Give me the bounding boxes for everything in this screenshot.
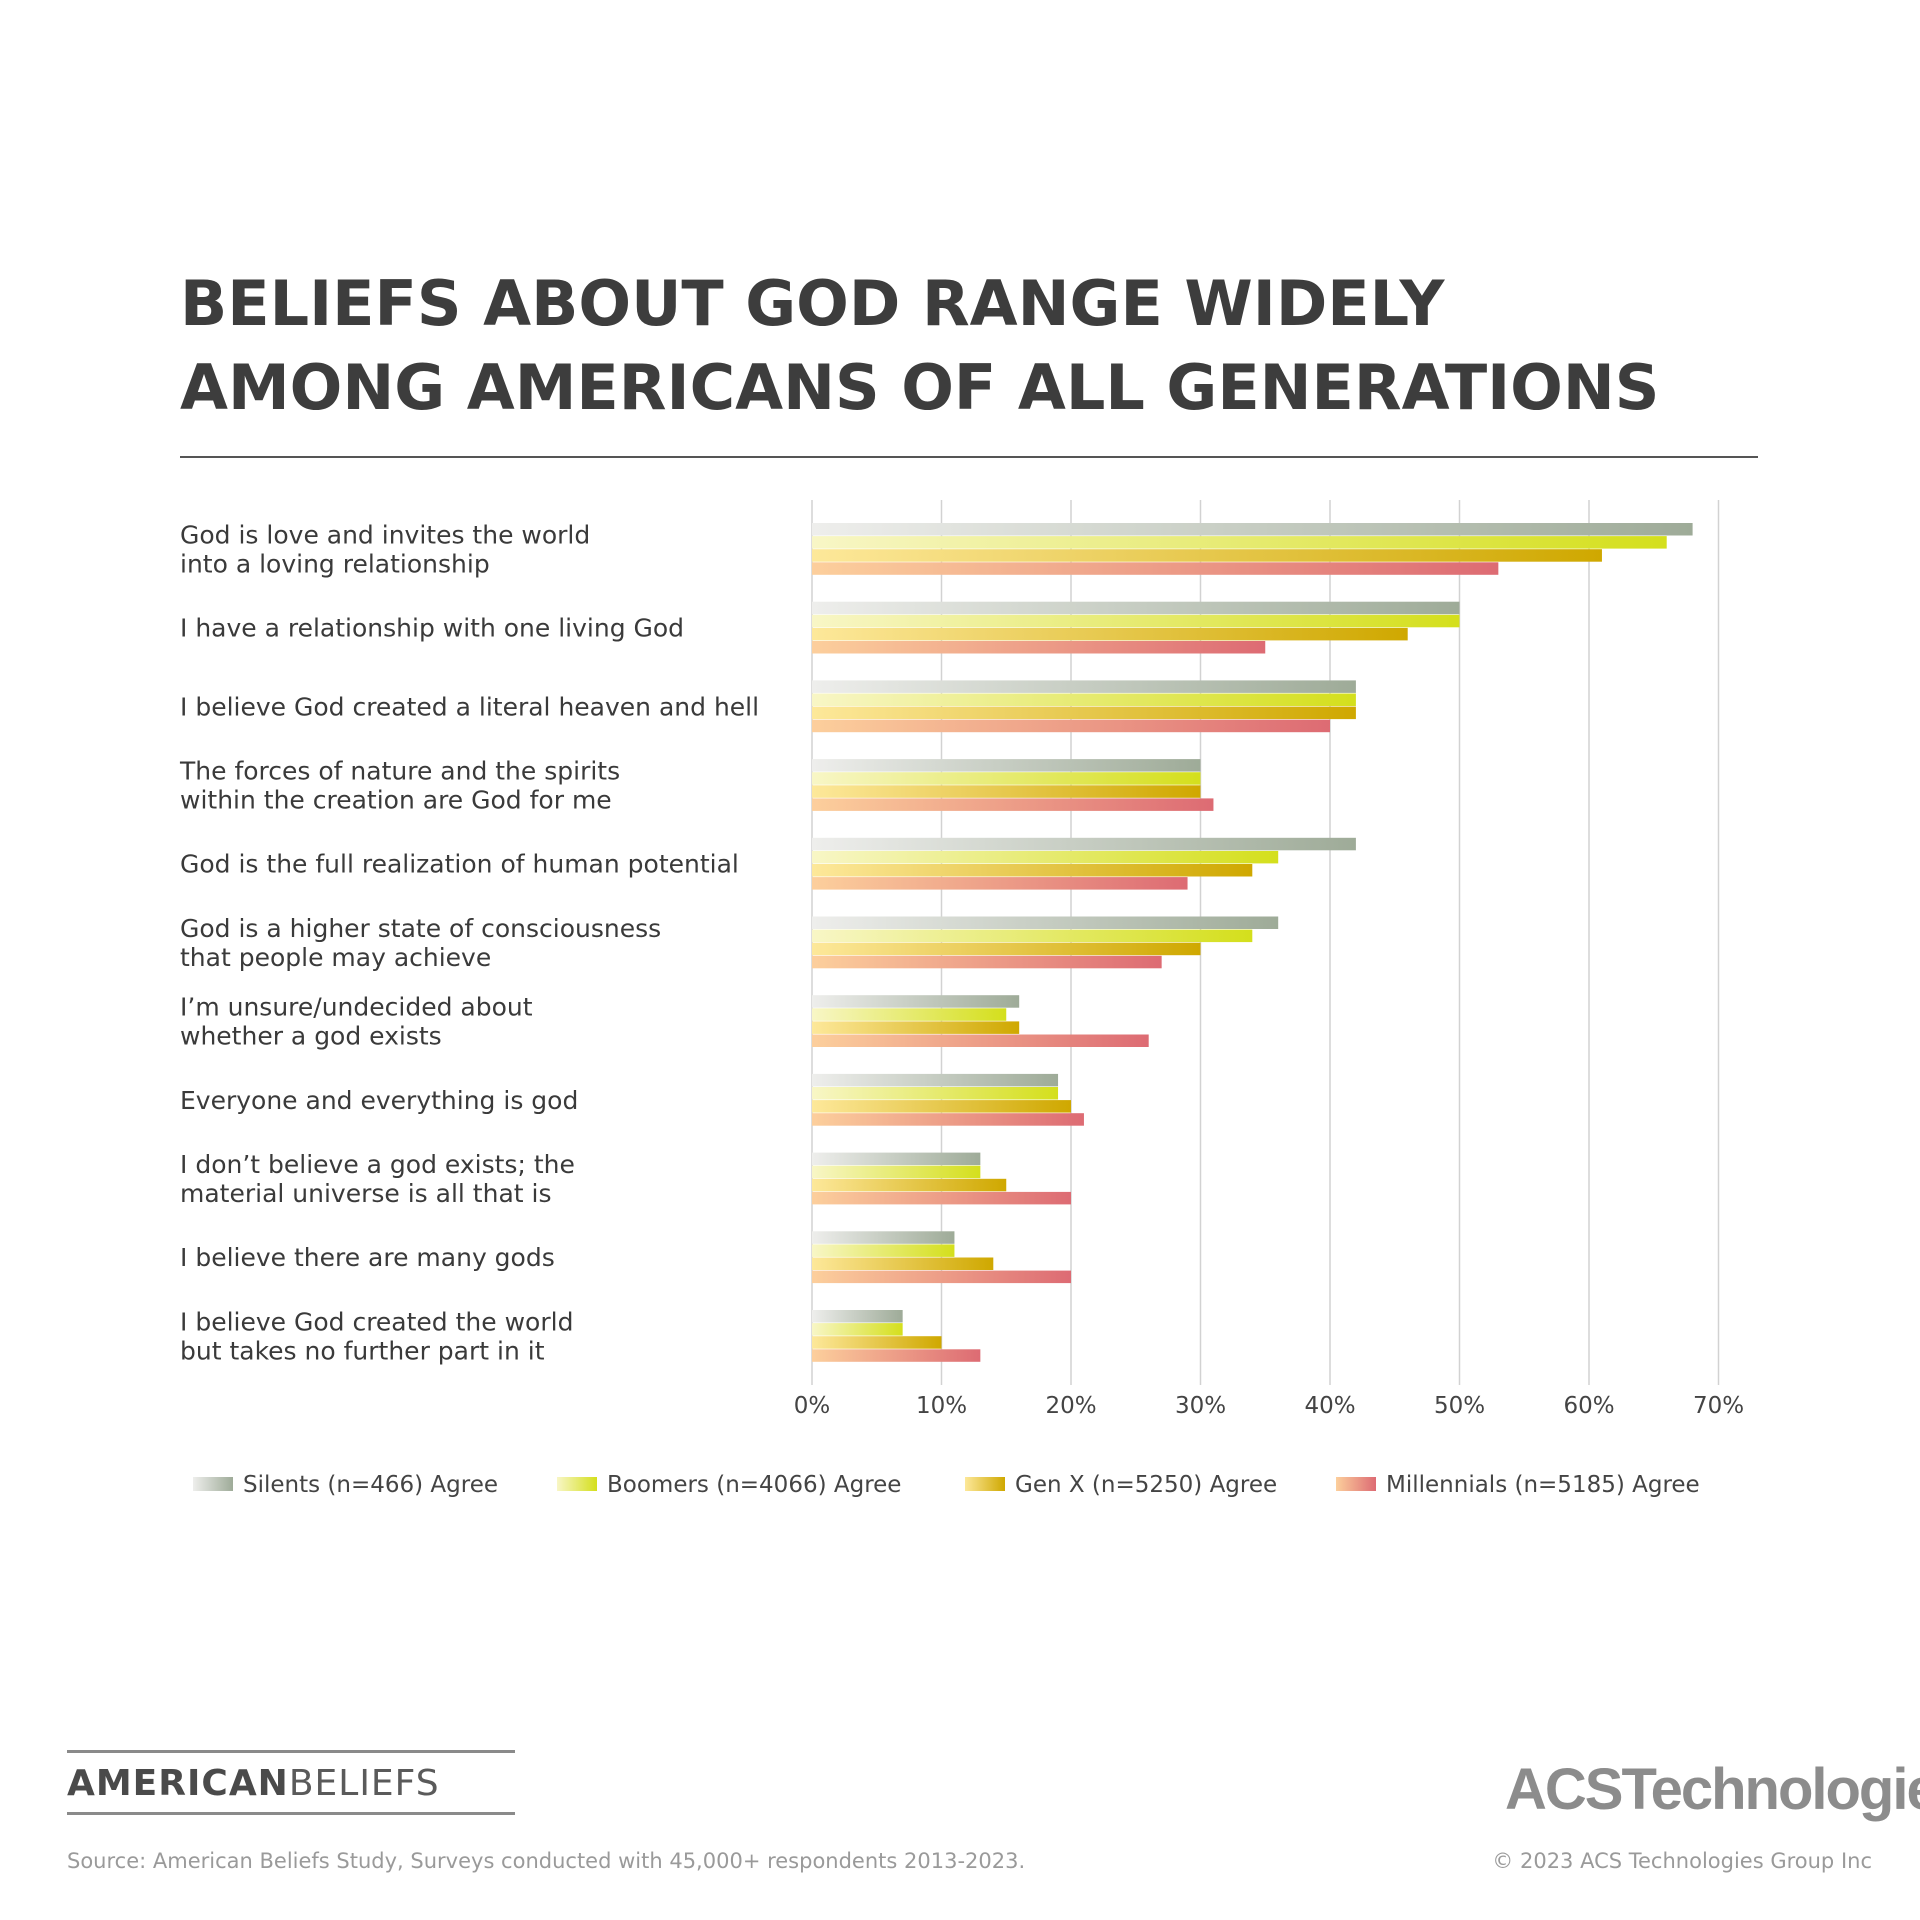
bar — [812, 693, 1356, 706]
bar — [812, 850, 1279, 864]
bar — [812, 864, 1253, 877]
x-tick-label: 30% — [1175, 1393, 1226, 1419]
american-beliefs-logo: AMERICANBELIEFS — [67, 1750, 515, 1815]
legend-swatch — [965, 1477, 1005, 1491]
bar — [812, 772, 1201, 785]
bar-chart: God is love and invites the world into a … — [179, 500, 1744, 1498]
chart-title-line-2: AMONG AMERICANS OF ALL GENERATIONS — [180, 351, 1660, 424]
category-label: I don’t believe a god exists; the materia… — [180, 1150, 575, 1208]
bar — [812, 1231, 955, 1244]
title-divider — [180, 456, 1758, 458]
bar — [812, 798, 1214, 811]
legend-label: Gen X (n=5250) Agree — [1015, 1472, 1277, 1498]
bar — [812, 955, 1162, 969]
bar — [812, 1021, 1020, 1034]
category-label: I believe God created the world but takes… — [180, 1307, 573, 1365]
bar — [812, 837, 1356, 851]
bar — [812, 680, 1356, 693]
bar — [812, 627, 1408, 641]
x-tick-label: 40% — [1304, 1393, 1355, 1419]
category-label: God is the full realization of human pot… — [180, 850, 739, 879]
category-labels: God is love and invites the world into a … — [179, 520, 759, 1365]
bar — [812, 1073, 1059, 1087]
bar — [812, 759, 1201, 772]
bar — [812, 1310, 903, 1323]
copyright-note: © 2023 ACS Technologies Group Inc — [1492, 1849, 1872, 1873]
bar — [812, 1008, 1007, 1021]
legend-swatch — [557, 1477, 597, 1491]
x-tick-label: 20% — [1045, 1393, 1096, 1419]
bar — [812, 1178, 1007, 1192]
bar — [812, 1244, 955, 1257]
bar — [812, 562, 1499, 575]
x-tick-label: 50% — [1434, 1393, 1485, 1419]
x-tick-label: 10% — [916, 1393, 967, 1419]
legend-label: Boomers (n=4066) Agree — [607, 1472, 901, 1498]
bar — [812, 641, 1266, 654]
x-tick-label: 70% — [1693, 1393, 1744, 1419]
bar — [812, 1349, 981, 1362]
bar — [812, 1257, 994, 1270]
bar — [812, 1113, 1084, 1126]
bar — [812, 523, 1693, 536]
legend-label: Silents (n=466) Agree — [243, 1472, 498, 1498]
bar — [812, 1087, 1059, 1100]
bar — [812, 1152, 981, 1166]
bar — [812, 1336, 942, 1349]
bars — [812, 523, 1693, 1362]
category-label: I believe there are many gods — [180, 1243, 555, 1272]
legend: Silents (n=466) Agree Boomers (n=4066) Ag… — [193, 1472, 1700, 1498]
bar — [812, 1034, 1149, 1047]
chart-title: BELIEFS ABOUT GOD RANGE WIDELY AMONG AME… — [180, 262, 1659, 430]
category-label: I believe God created a literal heaven a… — [180, 692, 759, 721]
bar — [812, 1191, 1071, 1205]
bar — [812, 1100, 1071, 1113]
logo-rule-bottom — [67, 1812, 515, 1815]
bar — [812, 614, 1460, 628]
bar — [812, 1323, 903, 1336]
bar — [812, 785, 1201, 798]
category-label: Everyone and everything is god — [180, 1086, 578, 1115]
category-label: I have a relationship with one living Go… — [180, 614, 684, 643]
legend-label: Millennials (n=5185) Agree — [1386, 1472, 1700, 1498]
bar — [812, 549, 1602, 562]
category-label: God is a higher state of consciousness th… — [180, 914, 661, 972]
bar — [812, 916, 1279, 929]
legend-swatch — [193, 1477, 233, 1491]
logo-rule-top — [67, 1750, 515, 1753]
bar — [812, 942, 1201, 956]
bar — [812, 601, 1460, 615]
bar — [812, 929, 1253, 943]
bar — [812, 1165, 981, 1179]
bar — [812, 719, 1330, 733]
bar — [812, 536, 1667, 549]
legend-swatch — [1336, 1477, 1376, 1491]
logo-light-text: BELIEFS — [288, 1763, 440, 1804]
bar — [812, 1270, 1071, 1284]
category-label: I’m unsure/undecided about whether a god … — [180, 993, 533, 1051]
logo-bold-text: AMERICAN — [67, 1763, 289, 1804]
bar — [812, 995, 1020, 1008]
chart-title-line-1: BELIEFS ABOUT GOD RANGE WIDELY — [180, 267, 1445, 340]
bar — [812, 877, 1188, 890]
category-label: The forces of nature and the spirits with… — [179, 757, 620, 815]
x-tick-label: 0% — [794, 1393, 831, 1419]
category-label: God is love and invites the world into a … — [180, 520, 590, 578]
source-note: Source: American Beliefs Study, Surveys … — [67, 1849, 1026, 1873]
bar — [812, 706, 1356, 720]
x-axis-ticks: 0% 10% 20% 30% 40% 50% 60% 70% — [794, 1393, 1744, 1419]
x-tick-label: 60% — [1563, 1393, 1614, 1419]
